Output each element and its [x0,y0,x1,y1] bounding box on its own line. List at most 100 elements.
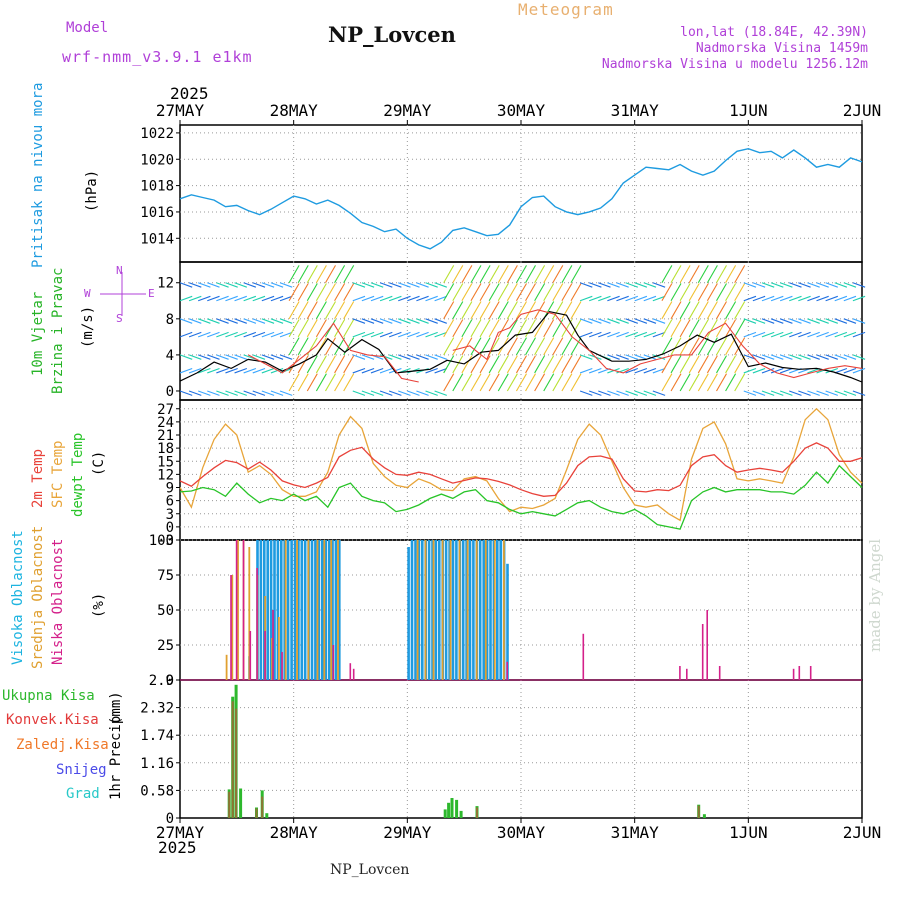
mid-cloud-bar [484,540,487,680]
y-tick-label: 2.32 [140,701,174,717]
wind-arrow [816,295,829,302]
wind-arrow [188,354,202,360]
wind-arrow [807,390,820,396]
wind-arrow [634,295,648,302]
wind-arrow [216,367,229,374]
wind-arrow [361,390,375,396]
wind-arrow [734,265,746,284]
wind-arrow [843,331,857,338]
temp-ylabel-2m: 2m Temp [30,448,46,508]
wind-arrow [343,265,355,284]
wind-arrow [398,282,411,288]
wind-arrow [243,331,257,338]
wind-arrow [179,318,193,324]
wind-arrow [688,337,700,356]
wind-arrow [461,283,473,302]
low-cloud-bar [718,666,721,680]
wind-arrow [625,331,638,338]
low-cloud-bar [679,666,681,680]
station-title: NP_Lovcen [328,22,456,47]
wind-arrow [506,355,518,374]
wind-arrow [561,373,573,392]
convective-precip-bar [476,807,478,818]
day-label-bottom: 28MAY [270,823,319,842]
wind-arrow [315,319,327,338]
wind-arrow [607,295,620,302]
wind-arrow [207,295,220,302]
wind-arrow [716,301,727,320]
legend-convective-rain: Konvek.Kisa [6,712,99,728]
wind-arrow [270,390,284,396]
wind-arrow [697,283,709,302]
wind-arrow [643,318,657,324]
wind-arrow [852,390,866,396]
wind-arrow [197,390,211,396]
wind-arrow [479,283,491,302]
compass-west-label: W [84,287,91,300]
low-cloud-bar [792,668,795,680]
wind-ylabel-2: Brzina i Pravac [50,267,66,394]
high-cloud-bar [489,540,492,680]
day-label-bottom: 2JUN [843,823,882,842]
wind-arrow [779,390,793,396]
wind-arrow [625,318,638,324]
wind-arrow [216,282,229,288]
wind-arrow [315,373,327,392]
wind-arrow [398,354,411,360]
wind-arrow [598,331,611,338]
total-precip-bar [702,814,706,818]
wind-arrow [270,318,284,324]
lonlat-label: lon,lat (18.84E, 42.39N) [680,25,868,40]
wind-arrow [479,355,491,374]
wind-arrow [506,283,518,302]
wind-arrow [561,283,573,302]
wind-arrow [361,282,375,288]
wind-arrow [270,354,284,360]
high-cloud-bar [293,540,297,680]
convective-precip-bar [697,805,700,818]
wind-arrow [497,319,509,338]
mid-cloud-bar [278,617,280,680]
wind-arrow [497,301,509,320]
wind-arrow [261,331,275,338]
convective-precip-bar [228,791,231,818]
wind-arrow [252,295,266,302]
wind-arrow [734,319,746,338]
wind-arrow [434,282,447,288]
wind-arrow [379,318,393,324]
wind-arrow [325,265,336,284]
high-cloud-bar [485,540,489,680]
wind-arrow [416,354,429,360]
compass-south-label: S [116,312,123,325]
wind-arrow [361,295,375,302]
total-precip-bar [265,813,269,818]
high-cloud-bar [303,540,307,680]
high-cloud-bar [280,540,283,680]
wind-arrow [288,319,300,338]
wind-arrow [452,373,464,392]
high-cloud-bar [482,540,485,680]
mid-cloud-bar [441,540,444,680]
wind-arrow [779,318,793,324]
wind-arrow [461,301,473,320]
wind-arrow [407,390,420,396]
wind-arrow [207,367,220,374]
high-cloud-bar [266,540,269,680]
wind-arrow [207,282,220,288]
low-cloud-bar [798,666,801,680]
wind-arrow [325,283,336,302]
wind-arrow [543,283,555,302]
wind-arrow [706,265,718,284]
total-precip-bar [443,809,447,818]
wind-arrow [197,282,211,288]
wind-arrow [243,318,257,324]
temp-ylabel-sfc: SFC Temp [50,440,66,508]
mid-cloud-bar [424,540,427,680]
wind-arrow [834,295,848,302]
wind-arrow [543,355,555,374]
wind-arrow [243,390,257,396]
wind-arrow [679,355,691,374]
y-tick-label: 4 [166,348,174,364]
high-cloud-bar [451,540,455,680]
wind-arrow [288,373,300,392]
